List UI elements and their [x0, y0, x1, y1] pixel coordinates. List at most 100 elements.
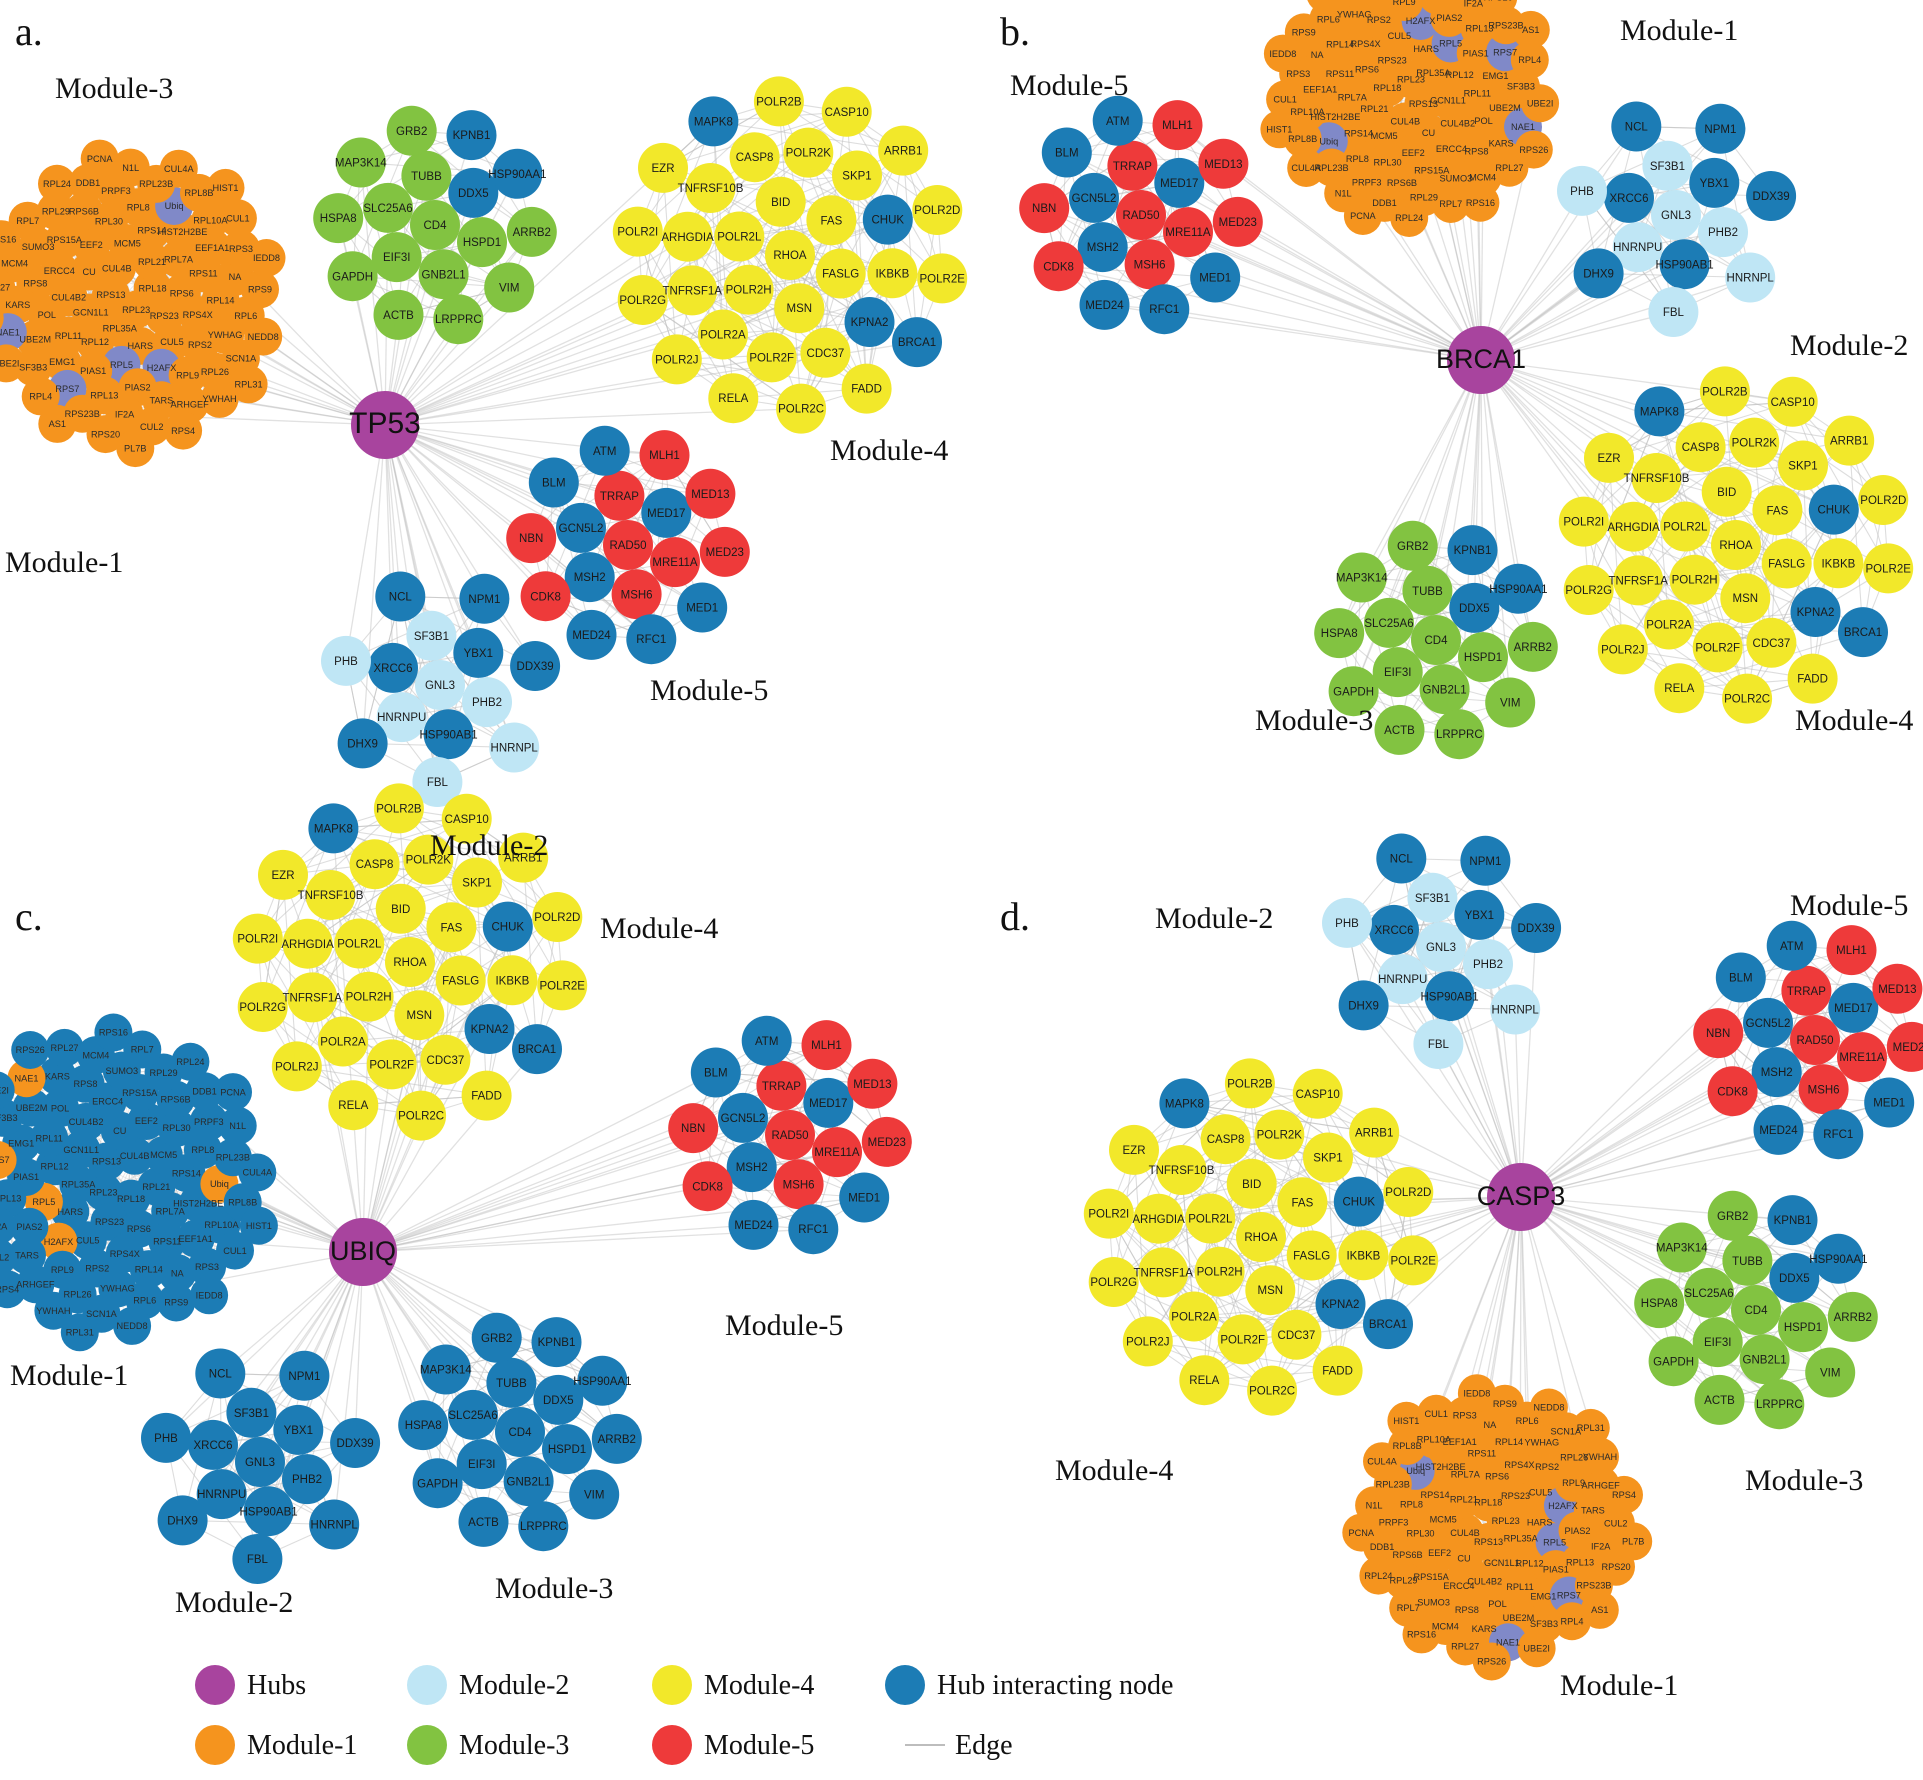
svg-text:RPS6B: RPS6B [161, 1095, 191, 1105]
svg-text:DHX9: DHX9 [347, 738, 378, 750]
svg-text:SF3B1: SF3B1 [234, 1408, 269, 1420]
svg-text:HSPA8: HSPA8 [320, 213, 357, 225]
svg-text:DDB1: DDB1 [1370, 1542, 1395, 1552]
svg-text:MCM4: MCM4 [1469, 173, 1496, 183]
svg-text:ERCC4: ERCC4 [1443, 1581, 1474, 1591]
svg-text:POLR2J: POLR2J [1601, 645, 1644, 657]
svg-text:RPL9: RPL9 [176, 370, 199, 380]
svg-text:FADD: FADD [1322, 1366, 1353, 1378]
svg-text:RPL30: RPL30 [163, 1123, 191, 1133]
svg-text:UBE2I: UBE2I [1523, 1643, 1550, 1653]
svg-text:HNRNPU: HNRNPU [377, 712, 426, 724]
svg-text:Ubiq: Ubiq [1319, 136, 1338, 146]
svg-text:RPL27: RPL27 [1495, 163, 1523, 173]
svg-text:EEF2: EEF2 [135, 1116, 158, 1126]
svg-text:DDX39: DDX39 [1518, 923, 1555, 935]
svg-text:EZR: EZR [272, 870, 295, 882]
svg-text:POLR2L: POLR2L [717, 232, 762, 244]
svg-text:CU: CU [1457, 1554, 1470, 1564]
svg-text:RPS26: RPS26 [1519, 145, 1548, 155]
svg-text:FADD: FADD [1797, 674, 1828, 686]
svg-text:PHB: PHB [334, 656, 358, 668]
svg-text:CUL1: CUL1 [1424, 1409, 1448, 1419]
svg-text:IEDD8: IEDD8 [196, 1291, 223, 1301]
svg-text:UBIQ: UBIQ [330, 1236, 396, 1266]
svg-text:Module-4: Module-4 [600, 912, 718, 945]
svg-text:RPL21: RPL21 [138, 257, 166, 267]
svg-text:EEF2: EEF2 [1428, 1548, 1451, 1558]
svg-text:MCM5: MCM5 [1430, 1514, 1457, 1524]
svg-text:CUL4B: CUL4B [102, 264, 132, 274]
svg-text:SLC25A6: SLC25A6 [363, 203, 412, 215]
svg-text:VIM: VIM [584, 1490, 604, 1502]
svg-text:POLR2G: POLR2G [1090, 1277, 1137, 1289]
svg-text:TRRAP: TRRAP [762, 1081, 801, 1093]
svg-text:SLC25A6: SLC25A6 [1364, 618, 1413, 630]
svg-text:RPS6: RPS6 [1355, 64, 1379, 74]
svg-text:RPL4: RPL4 [29, 392, 52, 402]
svg-text:RPL6: RPL6 [1317, 14, 1340, 24]
svg-text:POLR2D: POLR2D [534, 912, 580, 924]
svg-text:MED1: MED1 [848, 1193, 880, 1205]
svg-text:RPL29: RPL29 [1410, 192, 1438, 202]
svg-text:RPS26: RPS26 [16, 1045, 45, 1055]
svg-text:FBL: FBL [247, 1554, 269, 1566]
svg-text:RPL7: RPL7 [16, 216, 39, 226]
svg-text:TNFRSF10B: TNFRSF10B [298, 890, 364, 902]
svg-text:CASP8: CASP8 [736, 152, 774, 164]
svg-text:RPL8: RPL8 [127, 202, 150, 212]
svg-text:RFC1: RFC1 [1823, 1129, 1853, 1141]
svg-text:RPL10A: RPL10A [193, 215, 228, 225]
svg-text:RPL13: RPL13 [0, 1194, 21, 1204]
svg-text:ARHGDIA: ARHGDIA [281, 939, 334, 951]
svg-text:RPS14: RPS14 [1420, 1490, 1449, 1500]
svg-text:RELA: RELA [1664, 683, 1694, 695]
svg-text:MED23: MED23 [868, 1137, 906, 1149]
svg-text:POLR2E: POLR2E [920, 273, 966, 285]
svg-text:CU: CU [113, 1126, 126, 1136]
svg-text:SUMO3: SUMO3 [22, 242, 55, 252]
svg-text:MAP3K14: MAP3K14 [335, 158, 387, 170]
svg-text:XRCC6: XRCC6 [194, 1440, 233, 1452]
svg-text:KPNA2: KPNA2 [851, 317, 889, 329]
svg-text:GNB2L1: GNB2L1 [422, 269, 466, 281]
svg-text:RPL12: RPL12 [1446, 70, 1474, 80]
svg-text:RPS20: RPS20 [1601, 1562, 1630, 1572]
svg-text:GAPDH: GAPDH [417, 1478, 458, 1490]
svg-text:GCN1L1: GCN1L1 [73, 308, 109, 318]
svg-text:GCN1L1: GCN1L1 [1430, 95, 1466, 105]
svg-text:NA: NA [1484, 1420, 1498, 1430]
svg-text:RPL23: RPL23 [122, 305, 150, 315]
svg-text:HIST2H2BE: HIST2H2BE [157, 227, 207, 237]
svg-text:MED24: MED24 [1759, 1125, 1798, 1137]
svg-text:Module-3: Module-3 [459, 1730, 569, 1761]
svg-text:MED13: MED13 [1878, 984, 1916, 996]
svg-text:Ubiq: Ubiq [1406, 1466, 1425, 1476]
svg-text:RELA: RELA [718, 393, 748, 405]
svg-text:YBX1: YBX1 [464, 648, 493, 660]
svg-text:RPS6B: RPS6B [69, 206, 99, 216]
svg-text:RFC1: RFC1 [1149, 304, 1179, 316]
svg-text:TUBB: TUBB [1732, 1256, 1763, 1268]
svg-text:CD4: CD4 [1424, 635, 1448, 647]
svg-text:GCN5L2: GCN5L2 [559, 523, 604, 535]
svg-text:YWHAH: YWHAH [202, 394, 236, 404]
svg-text:LRPPRC: LRPPRC [1436, 729, 1483, 741]
svg-text:SF3B1: SF3B1 [1415, 893, 1450, 905]
svg-text:FASLG: FASLG [1768, 559, 1805, 571]
svg-text:CUL2: CUL2 [0, 1253, 9, 1263]
svg-text:RPS11: RPS11 [189, 269, 217, 279]
svg-text:Module-3: Module-3 [55, 72, 173, 105]
svg-text:Ubiq: Ubiq [165, 201, 184, 211]
svg-text:MSH2: MSH2 [1087, 242, 1119, 254]
svg-text:RPS16: RPS16 [1407, 1630, 1436, 1640]
svg-text:ERCC4: ERCC4 [92, 1097, 123, 1107]
svg-text:Hub interacting node: Hub interacting node [937, 1670, 1173, 1701]
svg-text:TNFRSF10B: TNFRSF10B [1624, 473, 1690, 485]
svg-text:GAPDH: GAPDH [1333, 686, 1374, 698]
svg-text:POLR2H: POLR2H [726, 285, 772, 297]
svg-text:RPS7: RPS7 [1493, 47, 1517, 57]
svg-text:RPL6: RPL6 [234, 311, 257, 321]
svg-text:EZR: EZR [652, 163, 675, 175]
svg-text:PHB: PHB [1570, 186, 1594, 198]
